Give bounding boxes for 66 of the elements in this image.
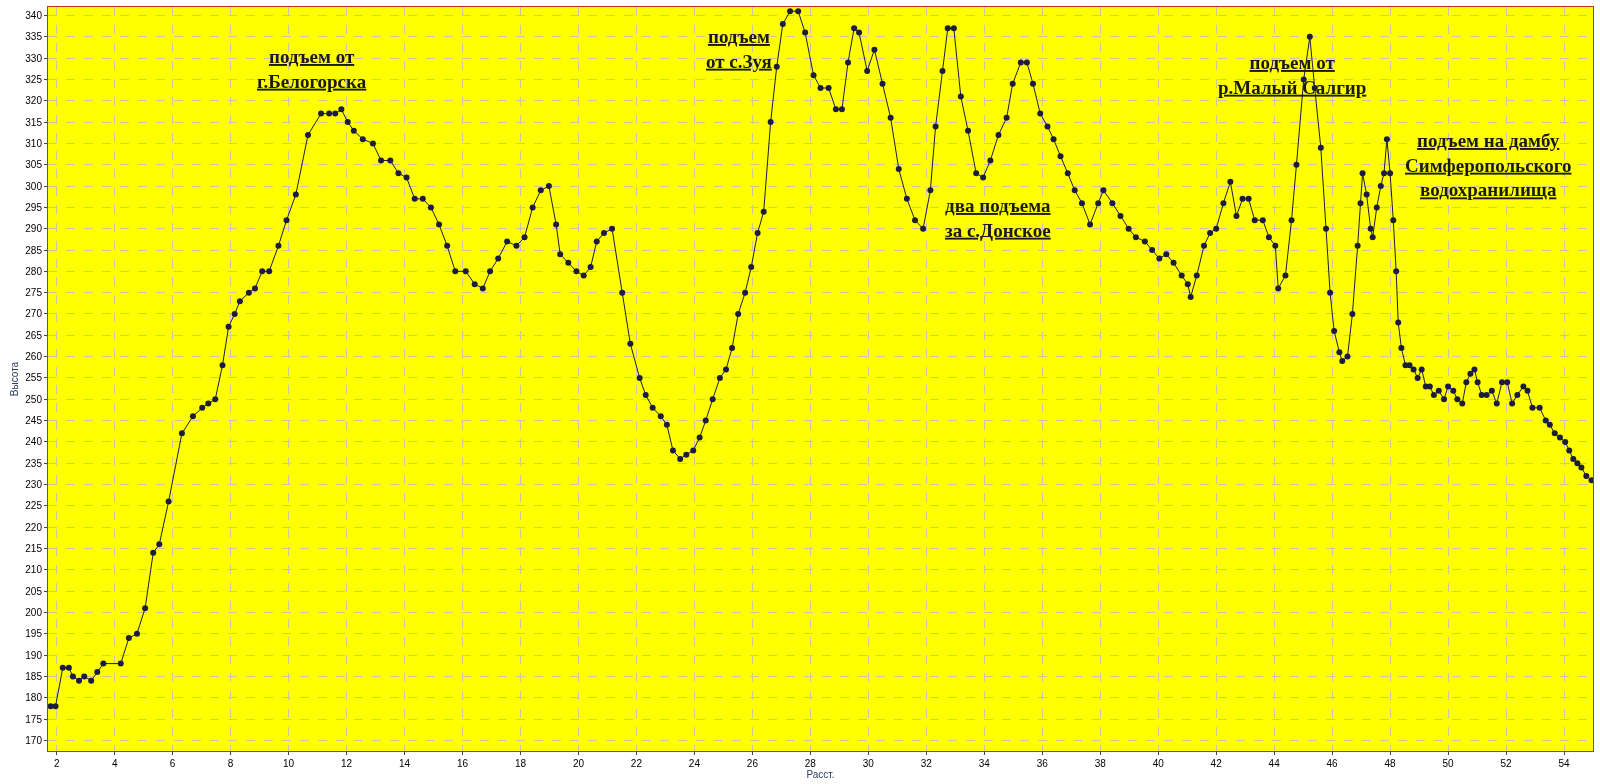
y-tick-label: 295: [25, 201, 43, 213]
y-tick-label: 260: [25, 351, 43, 363]
x-tick-label: 26: [746, 758, 759, 769]
x-tick-label: 22: [630, 758, 643, 769]
y-tick-label: 290: [25, 223, 43, 235]
x-tick-label: 28: [804, 758, 817, 769]
y-tick-label: 325: [25, 73, 43, 85]
x-tick-label: 30: [862, 758, 875, 769]
y-tick-label: 200: [25, 606, 43, 618]
x-tick-label: 44: [1268, 758, 1281, 769]
annotation: подъем от г.Белогорска: [257, 46, 367, 92]
x-tick-label: 46: [1326, 758, 1339, 769]
x-tick-label: 2: [53, 758, 60, 769]
y-tick-label: 285: [25, 244, 43, 256]
y-tick-label: 250: [25, 393, 43, 405]
y-tick-label: 270: [25, 308, 43, 320]
y-tick-label: 310: [25, 137, 43, 149]
x-tick-label: 32: [920, 758, 933, 769]
y-tick-label: 220: [25, 521, 43, 533]
y-tick-label: 320: [25, 95, 43, 107]
y-tick-label: 195: [25, 628, 43, 640]
y-tick-label: 170: [25, 734, 43, 746]
y-tick-label: 240: [25, 436, 43, 448]
y-tick-label: 215: [25, 542, 43, 554]
x-tick-label: 24: [688, 758, 701, 769]
y-tick-label: 210: [25, 564, 43, 576]
x-tick-label: 6: [169, 758, 176, 769]
x-tick-label: 40: [1152, 758, 1165, 769]
x-tick-label: 48: [1384, 758, 1397, 769]
x-tick-label: 4: [111, 758, 118, 769]
x-tick-label: 38: [1094, 758, 1107, 769]
y-tick-label: 255: [25, 372, 43, 384]
x-axis-title: Расст.: [806, 769, 835, 780]
x-tick-label: 50: [1442, 758, 1455, 769]
annotation: подъем от с.Зуя: [706, 26, 772, 72]
x-tick-label: 10: [283, 758, 295, 769]
y-tick-label: 185: [25, 670, 43, 682]
y-tick-label: 315: [25, 116, 43, 128]
x-tick-label: 18: [514, 758, 527, 769]
x-tick-label: 14: [398, 758, 411, 769]
x-tick-label: 20: [572, 758, 585, 769]
y-tick-label: 175: [25, 713, 43, 725]
x-tick-label: 36: [1036, 758, 1049, 769]
y-tick-label: 280: [25, 265, 43, 277]
x-tick-label: 8: [227, 758, 234, 769]
y-tick-label: 180: [25, 692, 43, 704]
x-tick-label: 42: [1210, 758, 1223, 769]
x-tick-label: 34: [978, 758, 991, 769]
x-tick-label: 12: [341, 758, 353, 769]
y-tick-label: 225: [25, 500, 43, 512]
x-tick-label: 54: [1558, 758, 1571, 769]
y-tick-label: 205: [25, 585, 43, 597]
y-tick-label: 340: [25, 10, 43, 22]
y-tick-label: 305: [25, 159, 43, 171]
x-tick-label: 52: [1500, 758, 1513, 769]
y-tick-label: 245: [25, 415, 43, 427]
y-tick-label: 235: [25, 457, 43, 469]
y-axis-title: Высота: [9, 361, 21, 397]
x-tick-label: 16: [456, 758, 469, 769]
y-tick-label: 335: [25, 31, 43, 43]
y-tick-label: 230: [25, 479, 43, 491]
y-tick-label: 330: [25, 52, 43, 64]
y-tick-label: 300: [25, 180, 43, 192]
y-tick-label: 275: [25, 287, 43, 299]
y-tick-label: 190: [25, 649, 43, 661]
y-tick-label: 265: [25, 329, 43, 341]
